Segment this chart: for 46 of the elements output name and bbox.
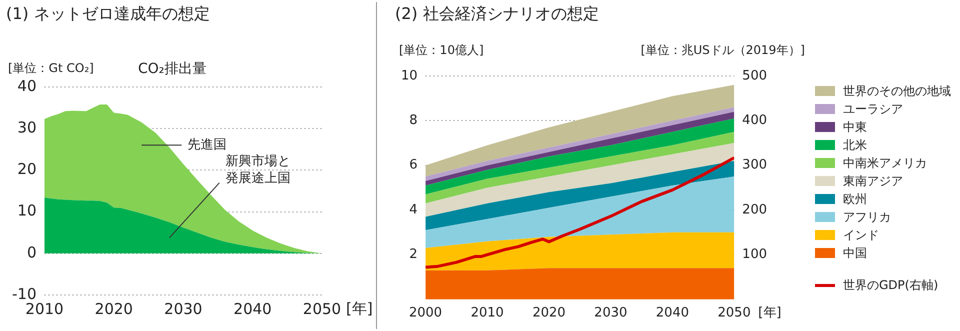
x-axis-title: [年] bbox=[758, 305, 782, 320]
series-label: 先進国 bbox=[188, 138, 227, 153]
x-tick-label: 2030 bbox=[164, 300, 202, 318]
legend-label: 欧州 bbox=[843, 190, 867, 208]
y2-tick-label: 400 bbox=[742, 113, 768, 128]
x-tick-label: 2030 bbox=[594, 306, 628, 321]
y2-axis-title: [単位：兆USドル（2019年）] bbox=[640, 42, 805, 59]
legend-label: 世界のGDP(右軸) bbox=[843, 276, 938, 294]
y-tick-label: 30 bbox=[17, 118, 36, 136]
chart-title: (1) ネットゼロ達成年の想定 bbox=[6, 4, 210, 25]
x-tick-label: 2020 bbox=[532, 306, 566, 321]
y-tick-label: 20 bbox=[17, 160, 36, 178]
legend-label: インド bbox=[843, 226, 879, 244]
y2-tick-label: 100 bbox=[742, 247, 768, 262]
legend-label: ユーラシア bbox=[843, 100, 903, 118]
text: 新興市場と発展途上国 bbox=[225, 154, 290, 186]
legend-label: 世界のその他の地域 bbox=[843, 82, 951, 100]
y-tick-label: 0 bbox=[26, 243, 36, 262]
x-tick-label: 2050 bbox=[718, 306, 751, 321]
x-tick-label: 2000 bbox=[408, 306, 442, 321]
x-tick-label: 2050 bbox=[302, 300, 342, 318]
legend-label: 中東 bbox=[843, 118, 867, 136]
y2-tick-label: 200 bbox=[742, 202, 768, 218]
y-tick-label: 2 bbox=[409, 247, 418, 262]
legend-label: 中南米アメリカ bbox=[843, 154, 927, 172]
y-tick-label: 6 bbox=[409, 158, 418, 173]
x-tick-label: 2010 bbox=[470, 306, 504, 321]
x-tick-label: 2040 bbox=[234, 300, 272, 318]
chart-subtitle: CO₂排出量 bbox=[138, 60, 206, 78]
legend-label: 北米 bbox=[843, 136, 867, 154]
x-tick-label: 2020 bbox=[94, 300, 133, 318]
x-axis-title: [年] bbox=[346, 299, 373, 318]
x-tick-label: 2040 bbox=[656, 306, 690, 321]
legend-label: アフリカ bbox=[843, 208, 891, 226]
legend-label: 東南アジア bbox=[843, 172, 903, 190]
y2-tick-label: 300 bbox=[742, 158, 768, 173]
y-axis-title: [単位：10億人] bbox=[399, 42, 484, 59]
chart-title: (2) 社会経済シナリオの想定 bbox=[395, 4, 599, 25]
y-tick-label: 40 bbox=[17, 76, 36, 95]
y-axis-title: [単位：Gt CO₂] bbox=[8, 60, 94, 77]
legend-label: 中国 bbox=[843, 244, 867, 262]
y-tick-label: 10 bbox=[400, 68, 418, 84]
y-tick-label: 10 bbox=[17, 202, 36, 220]
y-tick-label: 8 bbox=[409, 113, 418, 128]
y-tick-label: 4 bbox=[409, 202, 418, 218]
y2-tick-label: 500 bbox=[742, 68, 768, 84]
